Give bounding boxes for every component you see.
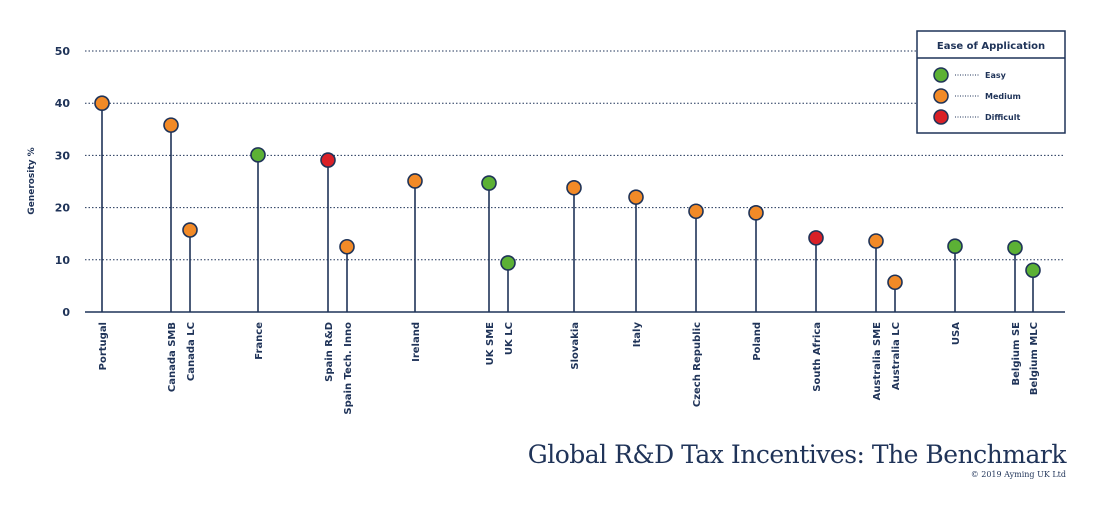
y-tick-label: 50 [55, 45, 71, 58]
x-tick-label: Czech Republic [692, 322, 703, 407]
lollipop-point [947, 238, 963, 255]
x-tick-label: Poland [752, 322, 763, 361]
y-tick-label: 10 [55, 254, 71, 267]
legend-label-difficult: Difficult [985, 113, 1020, 122]
x-tick-label: Spain R&D [324, 322, 335, 382]
x-tick-label: Canada LC [186, 322, 197, 381]
lollipop-point [628, 189, 644, 205]
lollipop-point [868, 233, 884, 249]
lollipop-point [887, 274, 903, 291]
legend-marker-medium [933, 88, 949, 104]
x-tick-label: UK SME [485, 322, 496, 366]
y-tick-label: 30 [55, 149, 71, 162]
lollipop-point [481, 175, 497, 191]
x-tick-label: Ireland [411, 322, 422, 362]
x-tick-label: Italy [632, 322, 643, 348]
chart-title: Global R&D Tax Incentives: The Benchmark [527, 440, 1067, 469]
lollipop-point [320, 152, 336, 168]
lollipop-point [1025, 262, 1041, 279]
lollipop-point [250, 147, 266, 163]
legend-label-easy: Easy [985, 71, 1007, 80]
legend-label-medium: Medium [985, 92, 1021, 101]
y-tick-label: 0 [62, 306, 70, 319]
x-tick-label: UK LC [504, 322, 515, 355]
lollipop-point [94, 95, 110, 111]
y-axis-label: Generosity % [27, 147, 37, 214]
lollipop-point [748, 205, 764, 221]
y-tick-label: 20 [55, 202, 71, 215]
x-tick-label: Slovakia [570, 322, 581, 370]
y-tick-label: 40 [55, 97, 71, 110]
legend-marker-difficult [933, 109, 949, 125]
lollipop-point [407, 173, 423, 189]
x-tick-label: Portugal [98, 322, 109, 370]
lollipop-point [566, 179, 582, 196]
x-tick-label: USA [951, 322, 962, 345]
lollipop-point [500, 255, 516, 271]
lollipop-point [163, 117, 179, 133]
legend-title: Ease of Application [937, 41, 1045, 52]
x-tick-label: France [254, 322, 265, 360]
x-tick-label: Belgium SE [1011, 322, 1022, 386]
copyright: © 2019 Ayming UK Ltd [970, 470, 1066, 479]
x-tick-label: South Africa [812, 322, 823, 392]
legend-marker-easy [933, 67, 949, 83]
lollipop-point [808, 230, 824, 246]
lollipop-point [339, 238, 355, 255]
x-tick-label: Belgium MLC [1029, 322, 1040, 395]
x-tick-label: Australia SME [872, 322, 883, 401]
x-tick-label: Australia LC [891, 322, 902, 390]
x-tick-label: Canada SMB [167, 322, 178, 392]
lollipop-point [1007, 239, 1023, 256]
lollipop-point [688, 203, 704, 220]
lollipop-point [182, 222, 198, 238]
x-tick-label: Spain Tech. Inno [343, 322, 354, 415]
